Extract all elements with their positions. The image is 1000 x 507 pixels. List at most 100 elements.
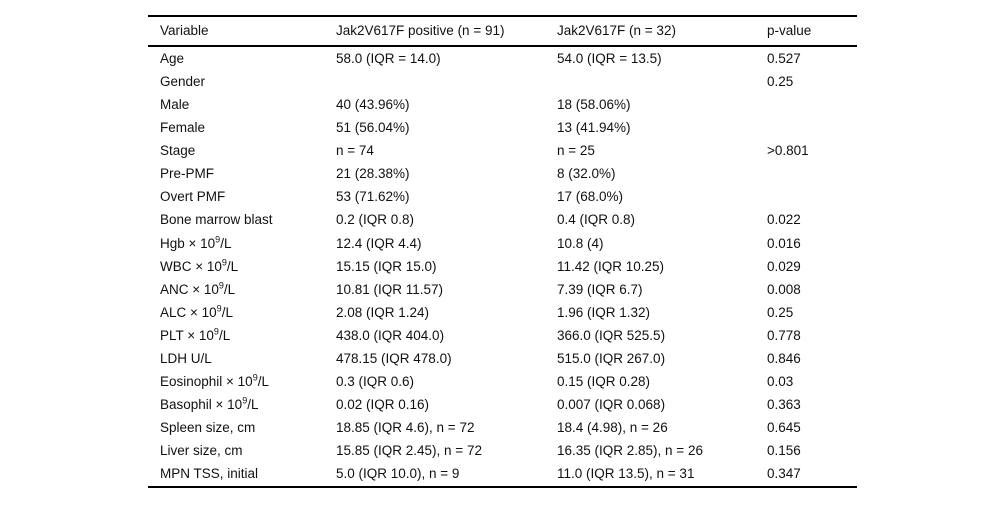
variable-label: Male	[160, 96, 190, 112]
cell-jak2-value: 1.96 (IQR 1.32)	[557, 304, 651, 320]
variable-label: Liver size, cm	[160, 443, 243, 459]
table-row: Liver size, cm 15.85 (IQR 2.45), n = 72 16…	[148, 440, 857, 463]
cell-p-value: 0.347	[767, 462, 857, 488]
cell-variable: Eosinophil × 109/L	[148, 370, 336, 393]
table-row: PLT × 109/L 438.0 (IQR 404.0) 366.0 (IQR 5…	[148, 324, 857, 347]
variable-label-suffix: /L	[223, 281, 236, 297]
cell-jak2-value: 13 (41.94%)	[557, 120, 631, 136]
cell-p-value: 0.03	[767, 374, 794, 390]
cell-p-value	[767, 116, 857, 139]
cell-jak2-positive-value: 40 (43.96%)	[336, 96, 410, 112]
cell-p-value	[767, 162, 857, 185]
cell-p-value	[767, 93, 857, 116]
cell-jak2-value: 54.0 (IQR = 13.5)	[557, 50, 662, 66]
variable-label: LDH U/L	[160, 351, 212, 367]
cell-jak2-value: 11.0 (IQR 13.5), n = 31	[557, 462, 767, 488]
variable-label: Basophil × 10	[160, 397, 243, 413]
variable-label: Eosinophil × 10	[160, 374, 253, 390]
header-row: Variable Jak2V617F positive (n = 91) Jak…	[148, 15, 857, 47]
table-row: Overt PMF 53 (71.62%) 17 (68.0%)	[148, 186, 857, 209]
variable-label: Hgb × 10	[160, 235, 216, 251]
patient-characteristics-table: Variable Jak2V617F positive (n = 91) Jak…	[148, 15, 857, 488]
table-row: Age 58.0 (IQR = 14.0) 54.0 (IQR = 13.5) 0.5…	[148, 46, 857, 70]
cell-p-value: 0.022	[767, 212, 801, 228]
variable-label: Pre-PMF	[160, 166, 214, 182]
cell-variable: Basophil × 109/L	[148, 393, 336, 416]
cell-jak2-positive-value	[336, 70, 557, 93]
cell-variable: Pre-PMF	[148, 162, 336, 185]
cell-jak2-positive-value: 0.02 (IQR 0.16)	[336, 397, 430, 413]
cell-variable: Gender	[148, 70, 336, 93]
cell-jak2-positive-value: 5.0 (IQR 10.0), n = 9	[336, 462, 557, 488]
table-row: Male 40 (43.96%) 18 (58.06%)	[148, 93, 857, 116]
table-row: Eosinophil × 109/L 0.3 (IQR 0.6) 0.15 (IQR…	[148, 370, 857, 393]
cell-jak2-positive-value: 10.81 (IQR 11.57)	[336, 281, 444, 297]
cell-jak2-value: 366.0 (IQR 525.5)	[557, 327, 666, 343]
variable-label-suffix: /L	[257, 374, 269, 390]
cell-jak2-value: 11.42 (IQR 10.25)	[557, 258, 665, 274]
variable-superscript: 9	[252, 372, 258, 383]
cell-p-value: 0.527	[767, 50, 801, 66]
table-row: LDH U/L 478.15 (IQR 478.0) 515.0 (IQR 267.…	[148, 347, 857, 370]
cell-jak2-value: 515.0 (IQR 267.0)	[557, 351, 666, 367]
table-row: Female 51 (56.04%) 13 (41.94%)	[148, 116, 857, 139]
variable-superscript: 9	[213, 326, 219, 337]
cell-variable: Spleen size, cm	[148, 417, 336, 440]
cell-variable: MPN TSS, initial	[148, 462, 336, 488]
table-row: WBC × 109/L 15.15 (IQR 15.0) 11.42 (IQR 10…	[148, 255, 857, 278]
variable-label: Overt PMF	[160, 189, 226, 205]
cell-jak2-value: 10.8 (4)	[557, 235, 604, 251]
variable-superscript: 9	[221, 257, 227, 268]
cell-jak2-positive-value: 0.2 (IQR 0.8)	[336, 212, 415, 228]
table-row: MPN TSS, initial 5.0 (IQR 10.0), n = 9 11.…	[148, 462, 857, 488]
cell-p-value: 0.029	[767, 258, 801, 274]
table-header: Variable Jak2V617F positive (n = 91) Jak…	[148, 15, 857, 47]
cell-jak2-positive-value: 438.0 (IQR 404.0)	[336, 327, 445, 343]
table-row: ANC × 109/L 10.81 (IQR 11.57) 7.39 (IQR 6.…	[148, 278, 857, 301]
cell-jak2-value: 7.39 (IQR 6.7)	[557, 281, 643, 297]
cell-variable: Female	[148, 116, 336, 139]
table-row: Gender 0.25	[148, 70, 857, 93]
variable-label: Stage	[160, 143, 196, 159]
variable-label-suffix: /L	[226, 258, 239, 274]
cell-variable: Bone marrow blast	[148, 209, 336, 232]
cell-jak2-positive-value: 15.85 (IQR 2.45), n = 72	[336, 443, 482, 459]
cell-variable: Liver size, cm	[148, 440, 336, 463]
table-row: Basophil × 109/L 0.02 (IQR 0.16) 0.007 (IQ…	[148, 393, 857, 416]
table-row: Hgb × 109/L 12.4 (IQR 4.4) 10.8 (4) 0.016	[148, 232, 857, 255]
col-header-jak2-positive: Jak2V617F positive (n = 91)	[336, 15, 557, 47]
table-row: ALC × 109/L 2.08 (IQR 1.24) 1.96 (IQR 1.32…	[148, 301, 857, 324]
cell-p-value	[767, 186, 857, 209]
cell-p-value: 0.156	[767, 443, 801, 459]
cell-jak2-value: n = 25	[557, 143, 595, 159]
variable-label: PLT × 10	[160, 327, 214, 343]
cell-jak2-value: 0.007 (IQR 0.068)	[557, 397, 666, 413]
variable-label: Female	[160, 120, 206, 136]
cell-p-value: >0.801	[767, 143, 809, 159]
cell-variable: LDH U/L	[148, 347, 336, 370]
variable-label: Bone marrow blast	[160, 212, 273, 228]
cell-p-value: 0.008	[767, 281, 801, 297]
cell-p-value: 0.25	[767, 73, 794, 89]
table-row: Pre-PMF 21 (28.38%) 8 (32.0%)	[148, 162, 857, 185]
cell-variable: Stage	[148, 139, 336, 162]
variable-label: Spleen size, cm	[160, 420, 256, 436]
variable-label-suffix: /L	[220, 235, 232, 251]
col-header-variable: Variable	[148, 15, 336, 47]
cell-p-value: 0.363	[767, 397, 801, 413]
cell-jak2-positive-value: 58.0 (IQR = 14.0)	[336, 50, 441, 66]
table-row: Stage n = 74 n = 25 >0.801	[148, 139, 857, 162]
table-row: Spleen size, cm 18.85 (IQR 4.6), n = 72 18…	[148, 417, 857, 440]
variable-superscript: 9	[242, 395, 248, 406]
cell-p-value: 0.016	[767, 235, 801, 251]
cell-jak2-value: 18.4 (4.98), n = 26	[557, 420, 668, 436]
cell-jak2-value: 16.35 (IQR 2.85), n = 26	[557, 443, 703, 459]
variable-label: MPN TSS, initial	[160, 466, 259, 482]
cell-jak2-positive-value: n = 74	[336, 143, 374, 159]
variable-label-suffix: /L	[247, 397, 259, 413]
cell-variable: Hgb × 109/L	[148, 232, 336, 255]
cell-variable: WBC × 109/L	[148, 255, 336, 278]
cell-variable: Overt PMF	[148, 186, 336, 209]
variable-label: ALC × 10	[160, 304, 217, 320]
